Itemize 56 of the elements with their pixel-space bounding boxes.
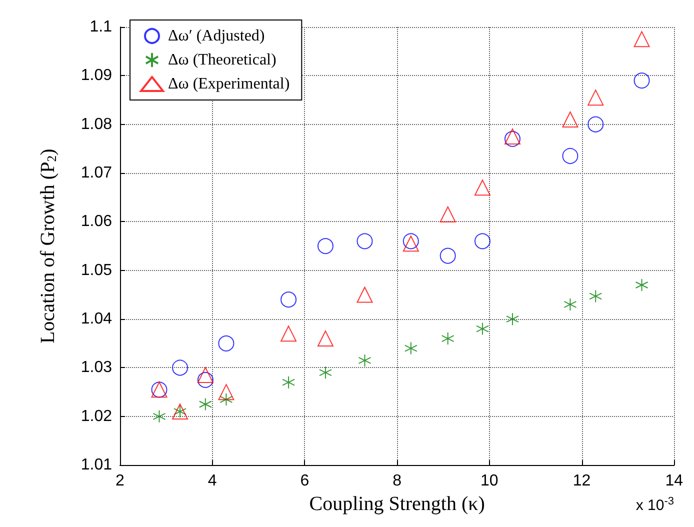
point [280,326,297,342]
point [476,322,489,336]
point [358,354,372,367]
y-tick-label: 1.1 [90,18,112,36]
y-tick-label: 1.03 [80,359,112,376]
point [634,72,650,89]
point [634,31,650,48]
point [218,384,234,400]
y-axis-title: Location of Growth (P2) [37,148,59,344]
point [317,238,334,254]
x-axis-title: Coupling Strength (κ) [309,493,485,515]
point [356,233,373,250]
point [218,335,234,352]
point [474,233,490,250]
point [318,366,332,380]
point [197,367,214,384]
y-tick-label: 1.01 [80,456,112,474]
point [440,248,456,264]
point [564,298,577,311]
point [404,342,418,355]
x-tick-label: 14 [665,472,684,490]
point [441,332,454,346]
y-tick-label: 1.06 [80,213,112,230]
point [588,116,604,132]
point [356,286,373,303]
point [562,111,578,128]
point [152,410,166,423]
point [198,398,212,411]
legend-label: Δω (Theoretical) [168,52,276,68]
y-tick-label: 1.04 [80,310,112,328]
point [588,90,604,106]
legend-label: Δω (Experimental) [168,76,290,92]
point [440,206,456,222]
point [280,292,297,308]
x-tick-label: 12 [572,472,591,490]
point [282,376,296,389]
x-tick-label: 6 [300,472,310,490]
point [172,360,188,376]
y-tick-label: 1.08 [80,116,112,133]
point [474,180,490,196]
point [317,330,334,347]
legend-label: Δω′ (Adjusted) [168,28,265,44]
x-tick-label: 8 [392,472,402,490]
x-tick-label: 4 [208,472,217,490]
point [220,392,233,406]
x-tick-label: 2 [116,472,125,490]
point [562,148,578,164]
y-tick-label: 1.02 [80,408,112,425]
point [506,312,519,326]
x-tick-label: 10 [480,472,498,490]
y-tick-label: 1.05 [80,262,112,279]
y-tick-label: 1.07 [80,164,112,182]
point [589,290,602,303]
point [635,278,648,292]
point [197,372,214,388]
y-tick-label: 1.09 [80,67,112,84]
